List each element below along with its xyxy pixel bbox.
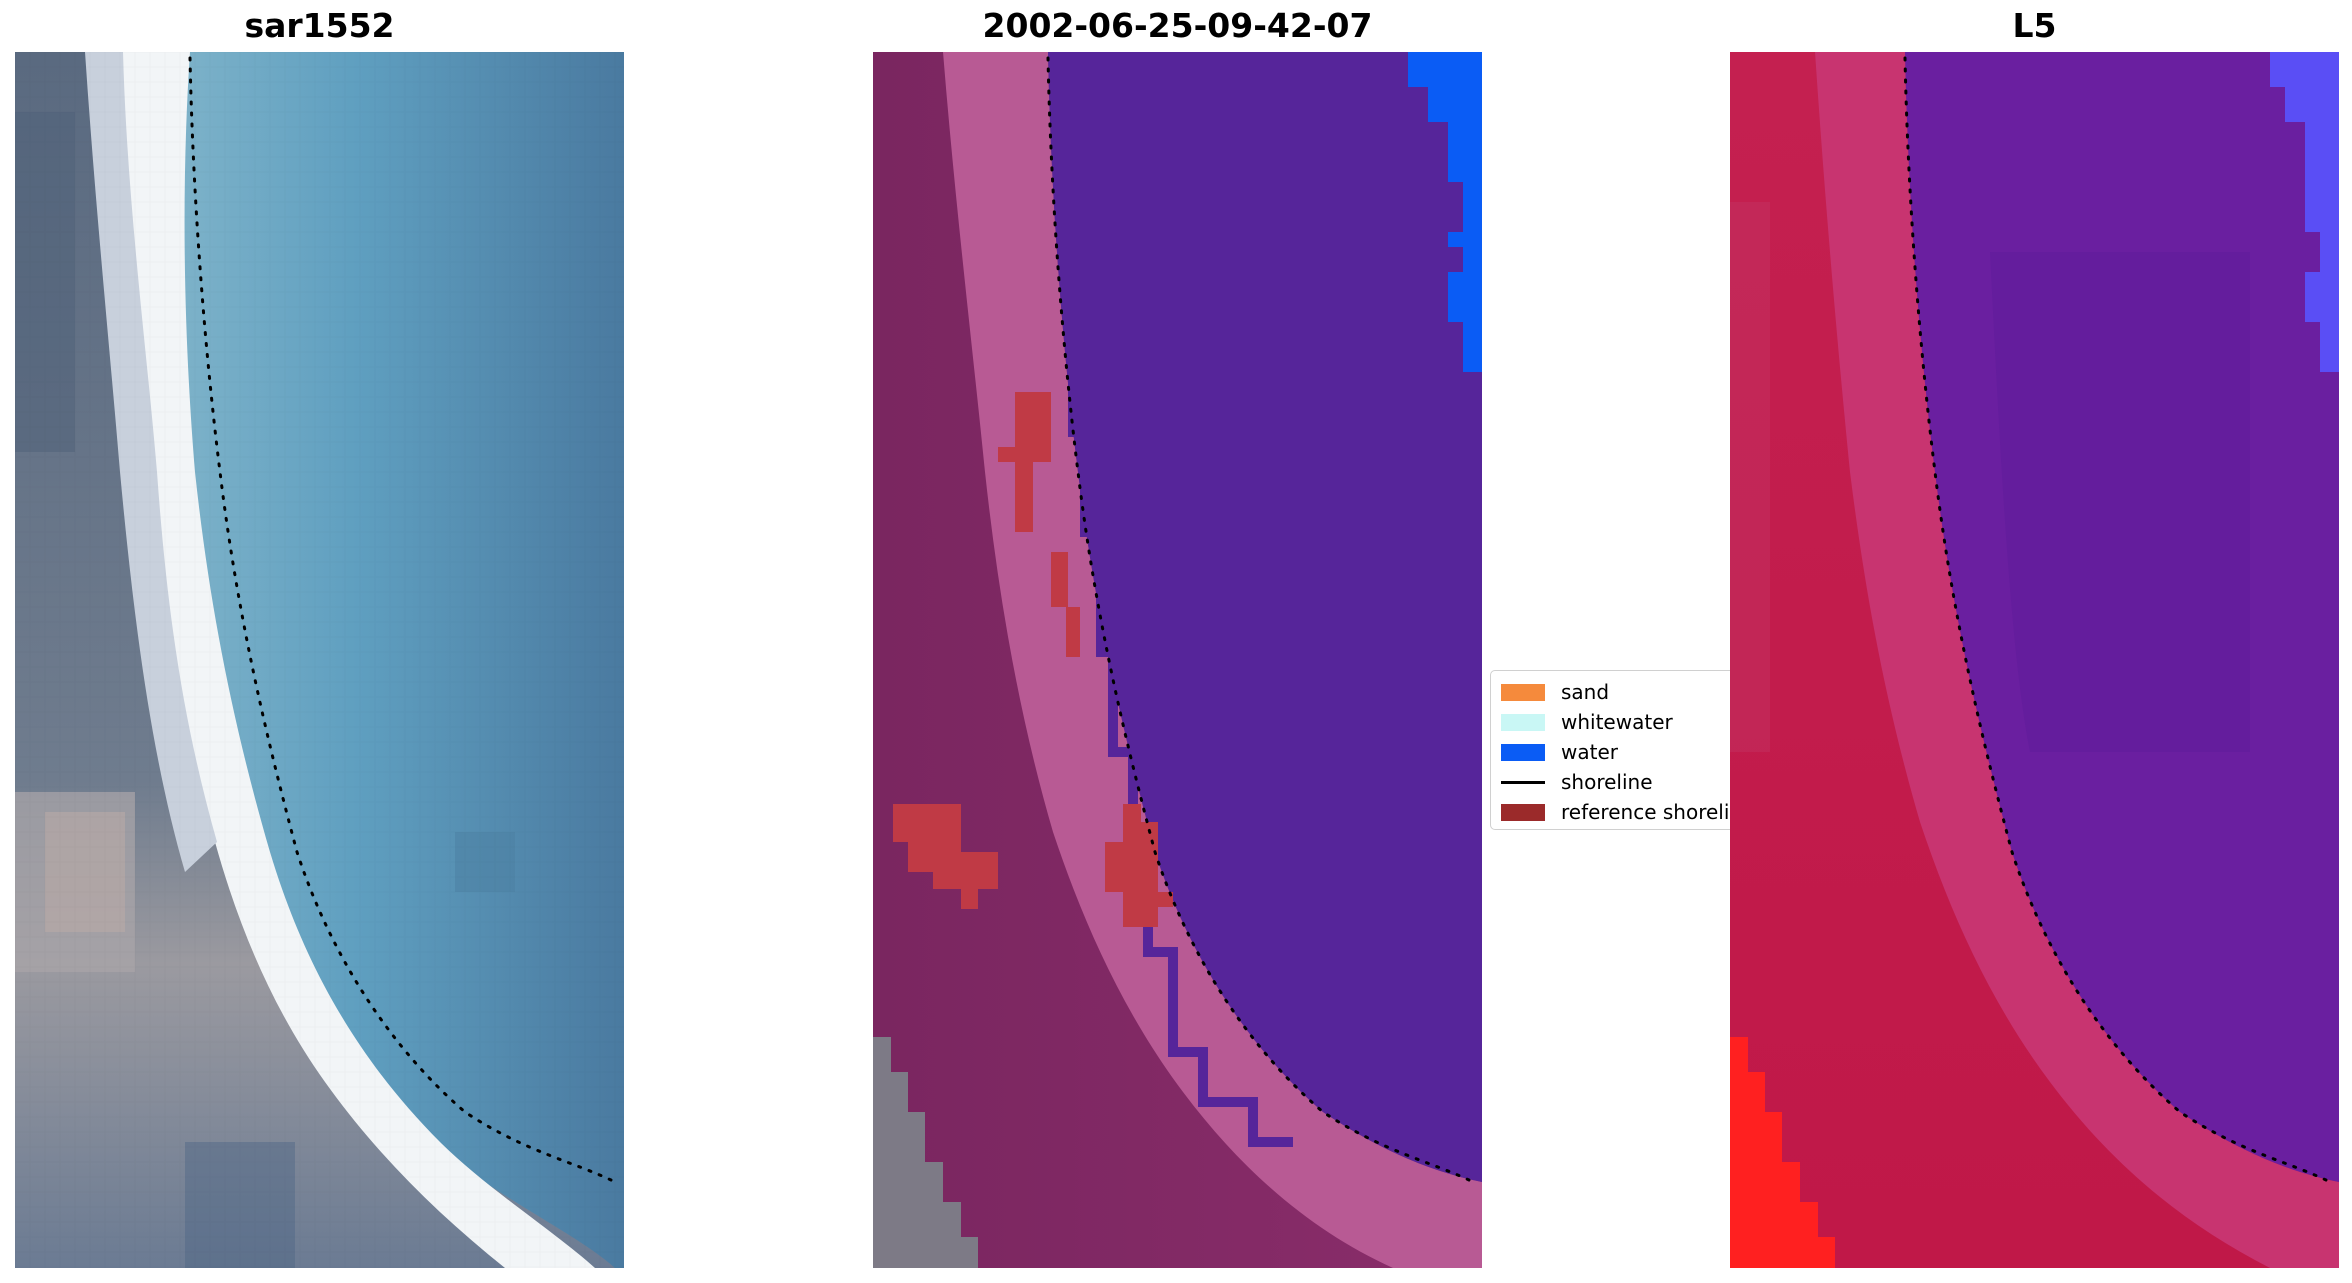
legend-item-whitewater: whitewater <box>1501 707 1739 737</box>
shoreline-dotted <box>1903 56 2332 1184</box>
rgb-image <box>15 52 624 1268</box>
legend-item-sand: sand <box>1501 677 1739 707</box>
reference-shoreline-swatch-icon <box>1501 803 1545 821</box>
legend-item-water: water <box>1501 737 1739 767</box>
panel-title-index: L5 <box>2012 6 2057 45</box>
panel-title-rgb: sar1552 <box>244 6 395 45</box>
legend: sand whitewater water shoreline referenc… <box>1490 670 1740 830</box>
shoreline-line-icon <box>1501 780 1545 784</box>
rgb-image-panel <box>15 52 624 1268</box>
classified-image <box>873 52 1482 1268</box>
classified-image-panel <box>873 52 1482 1268</box>
index-image-panel <box>1730 52 2339 1268</box>
legend-item-shoreline: shoreline <box>1501 767 1739 797</box>
legend-label: whitewater <box>1561 710 1673 734</box>
whitewater-swatch-icon <box>1501 713 1545 731</box>
water-swatch-icon <box>1501 743 1545 761</box>
sand-swatch-icon <box>1501 683 1545 701</box>
legend-label: water <box>1561 740 1618 764</box>
legend-label: reference shoreline <box>1561 800 1740 824</box>
shoreline-dotted <box>188 56 617 1184</box>
legend-item-reference-shoreline: reference shoreline <box>1501 797 1739 827</box>
panel-title-classified: 2002-06-25-09-42-07 <box>982 6 1373 45</box>
shoreline-dotted <box>1046 56 1475 1184</box>
legend-label: sand <box>1561 680 1610 704</box>
legend-label: shoreline <box>1561 770 1653 794</box>
index-image <box>1730 52 2339 1268</box>
